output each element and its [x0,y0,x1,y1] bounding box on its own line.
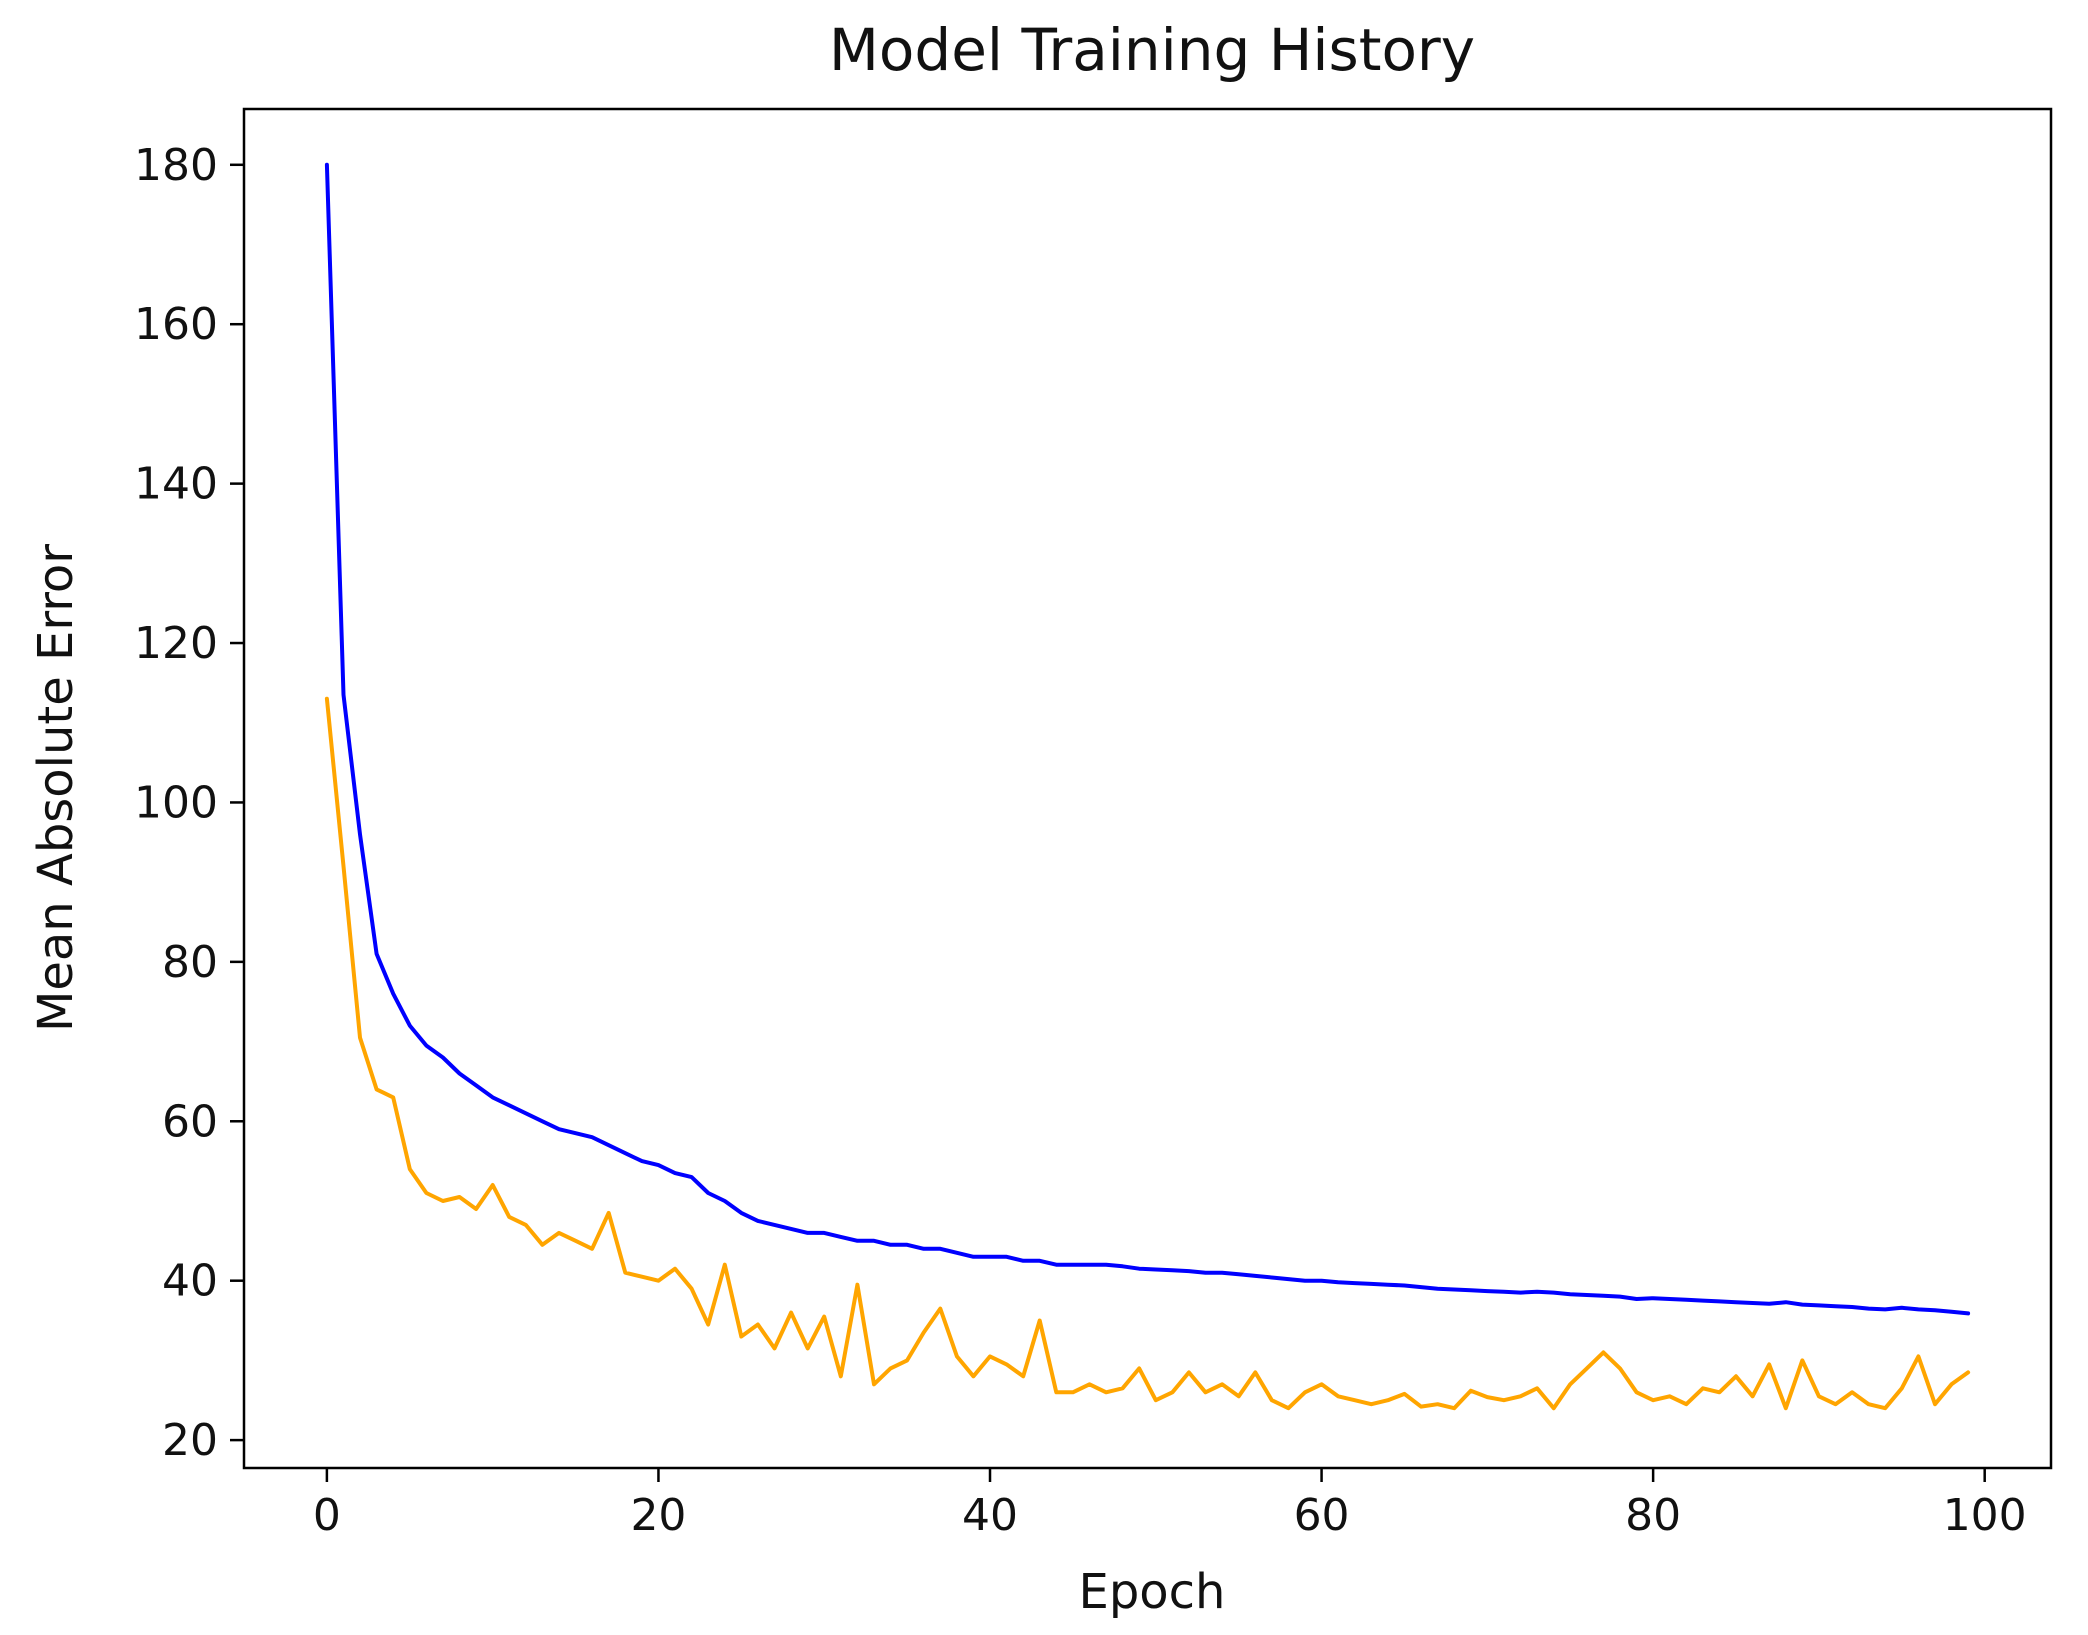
series-layer [324,162,1971,1411]
y-tick-label: 100 [134,777,218,828]
series-line-2 [324,696,1971,1411]
x-tick-label: 40 [962,1490,1018,1541]
y-tick-label: 180 [134,140,218,191]
plot-area-frame [242,107,2053,1470]
y-axis-label: Mean Absolute Error [28,544,84,1032]
y-tick-label: 80 [162,937,218,988]
y-tick-label: 40 [162,1256,218,1307]
y-tick-label: 60 [162,1096,218,1147]
y-tick-label: 20 [162,1415,218,1466]
y-axis: 20 40 60 80 100 120 140 160 180 [134,140,244,1466]
chart-title: Model Training History [829,16,1475,84]
y-tick-label: 140 [134,459,218,510]
x-tick-label: 60 [1294,1490,1350,1541]
x-axis: 0 20 40 60 80 100 [313,1468,2027,1541]
y-tick-label: 160 [134,299,218,350]
y-tick-label: 120 [134,618,218,669]
x-tick-label: 100 [1943,1490,2027,1541]
x-tick-label: 80 [1625,1490,1681,1541]
series-line-1 [324,162,1971,1316]
x-tick-label: 0 [313,1490,341,1541]
x-axis-label: Epoch [1079,1564,1226,1620]
x-tick-label: 20 [630,1490,686,1541]
